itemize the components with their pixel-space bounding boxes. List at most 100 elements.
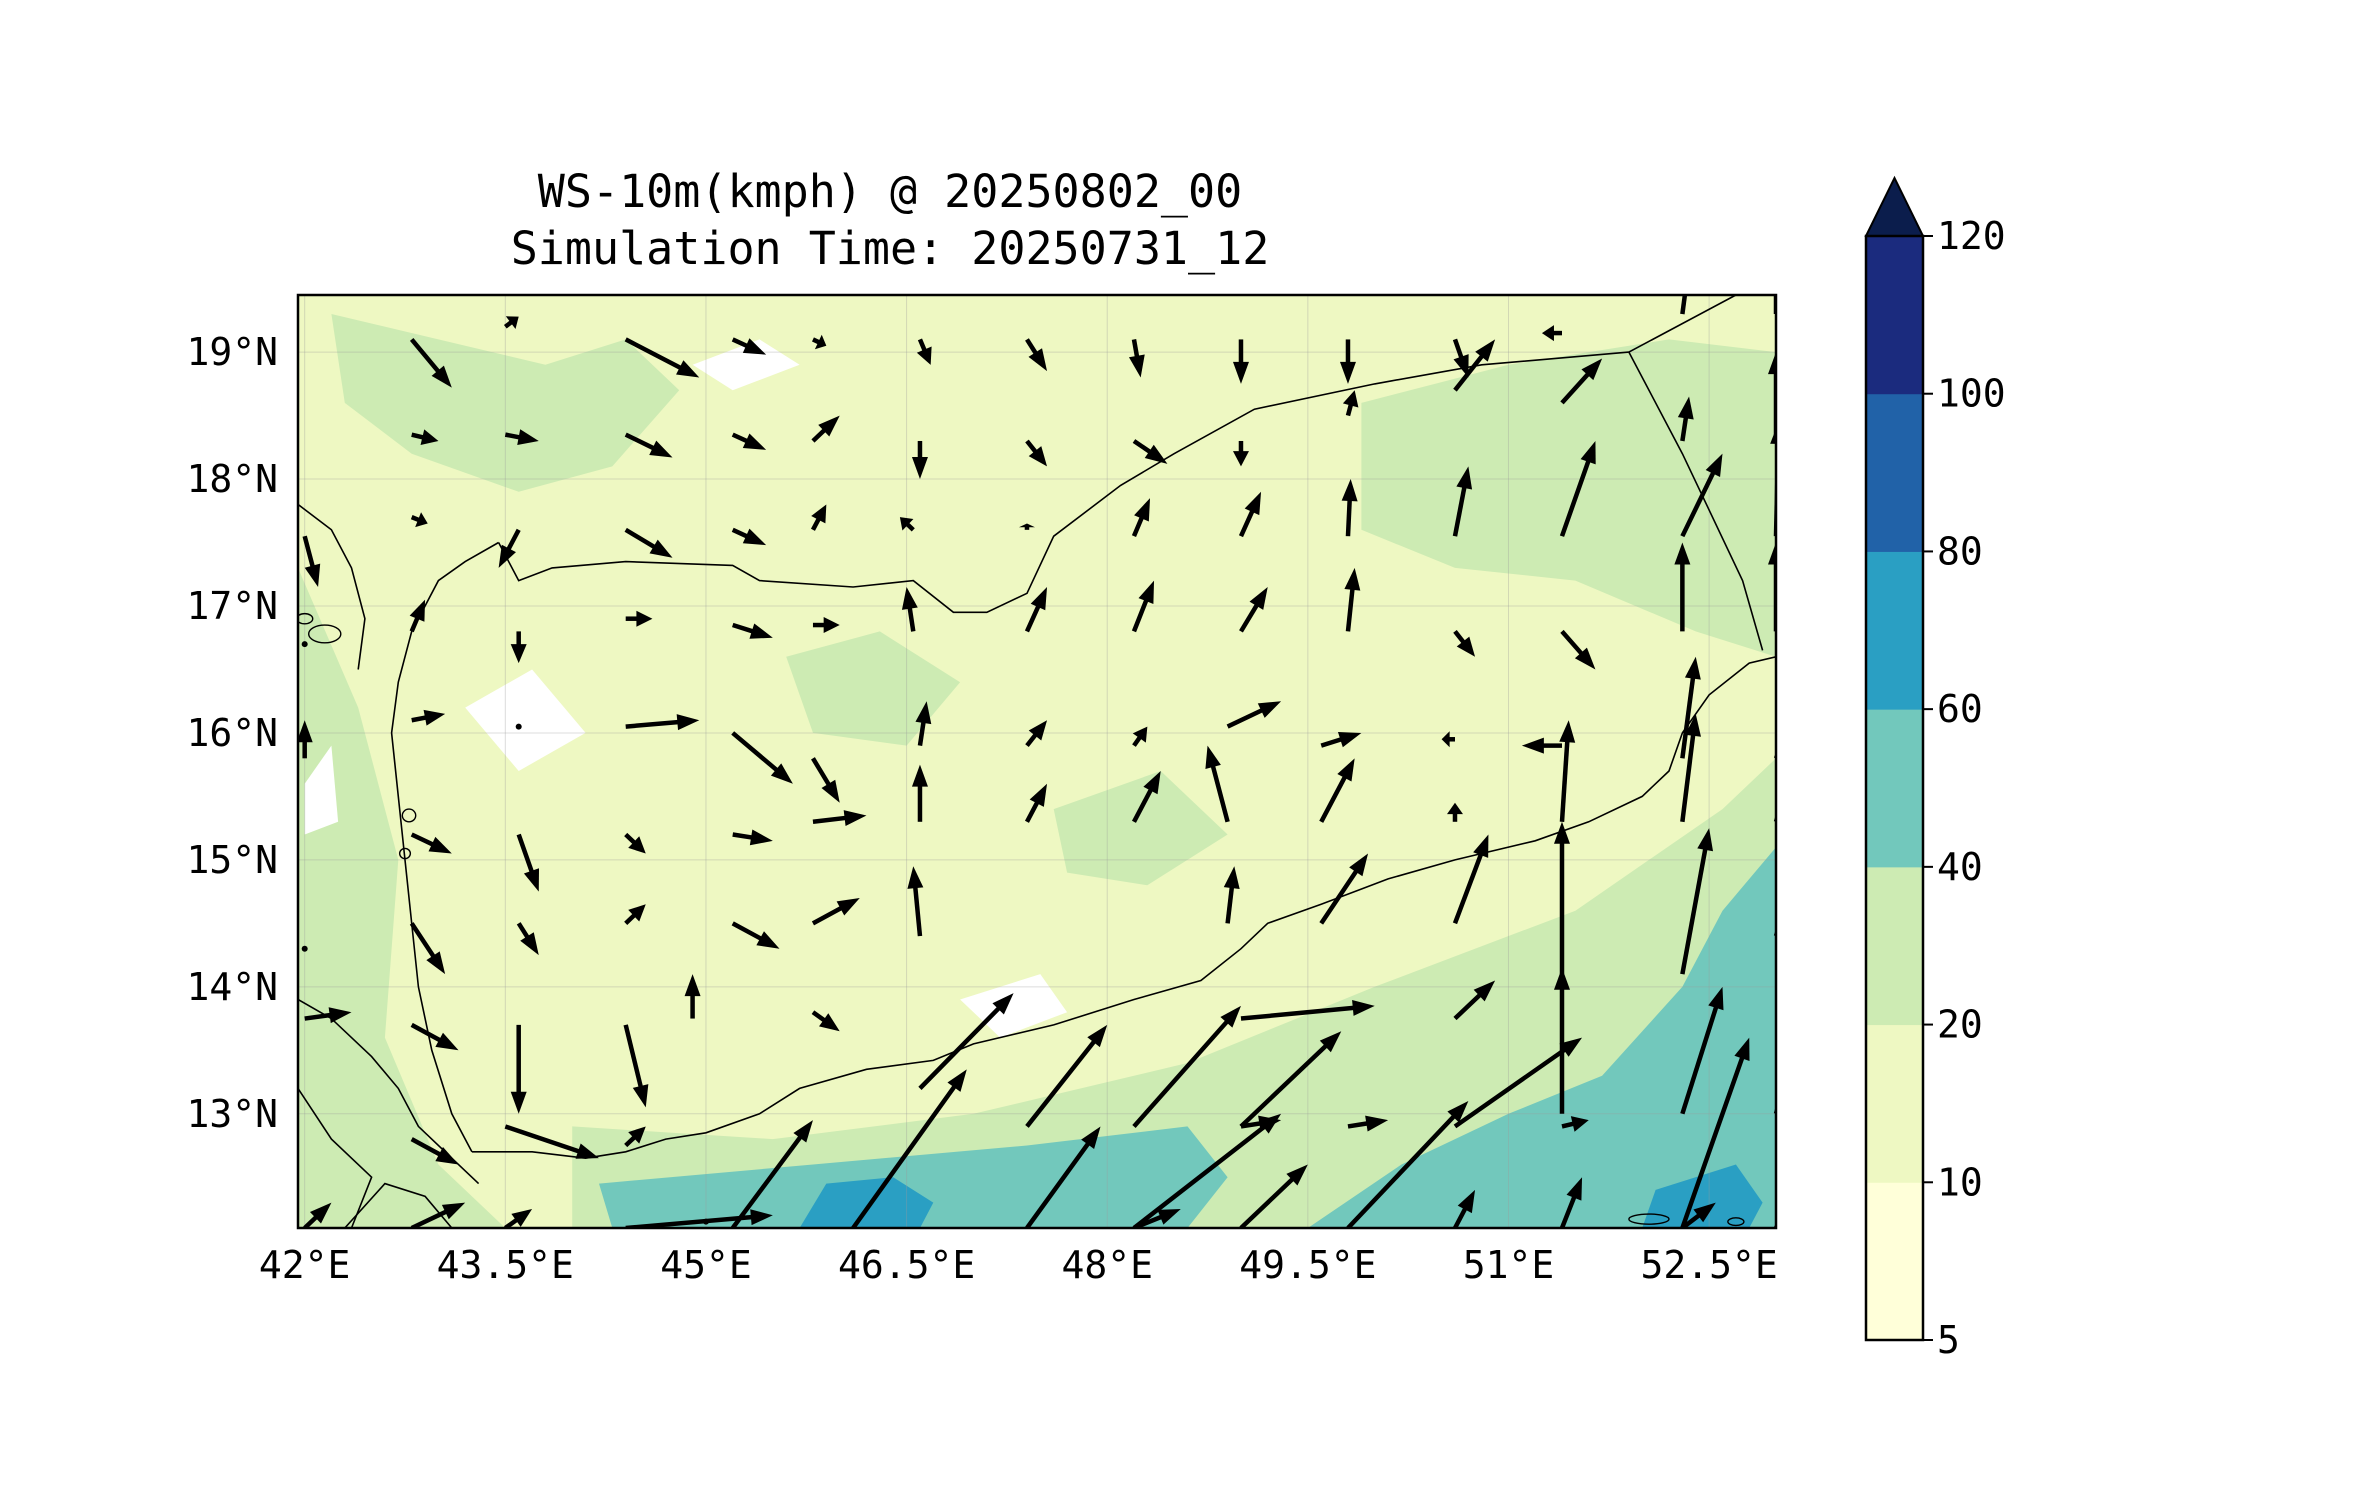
lon-tick-label: 52.5°E	[1640, 1243, 1777, 1287]
wind-arrow	[810, 504, 827, 531]
wind-arrow	[1680, 295, 1688, 315]
wind-arrow-head	[756, 931, 780, 949]
colorbar-segment	[1866, 866, 1923, 1026]
wind-arrow-shaft	[411, 432, 425, 440]
wind-arrow-head	[1028, 720, 1048, 741]
wind-arrow-head	[1768, 542, 1776, 565]
wind-arrow-head	[420, 429, 439, 445]
colorbar-tick-label: 10	[1937, 1160, 1983, 1204]
wind-arrow-head	[1447, 1101, 1469, 1123]
wind-arrow-head	[992, 993, 1014, 1015]
wind-arrow-shaft	[624, 1134, 637, 1148]
wind-arrow	[1452, 834, 1489, 925]
wind-arrow	[901, 586, 918, 632]
wind-arrow-head	[510, 1091, 527, 1114]
wind-arrow-head	[628, 1126, 646, 1144]
colorbar-segment	[1866, 709, 1923, 868]
wind-arrow-shaft	[1680, 415, 1689, 442]
wind-arrow-shaft	[1453, 353, 1485, 392]
africa-coast-west	[298, 503, 366, 670]
speed-region	[692, 339, 800, 391]
wind-arrow	[1560, 358, 1603, 405]
island	[398, 847, 412, 860]
wind-arrow-shaft	[624, 912, 637, 925]
wind-arrow	[732, 829, 773, 846]
wind-arrow	[1559, 1177, 1583, 1228]
colorbar-segment	[1866, 393, 1923, 552]
wind-arrow-head	[1257, 701, 1282, 718]
wind-arrow	[1223, 866, 1240, 924]
colorbar-tick-label: 20	[1937, 1003, 1983, 1047]
wind-arrow-head	[1566, 1177, 1583, 1201]
wind-arrow-head	[1708, 986, 1724, 1011]
wind-arrow	[1025, 1024, 1108, 1128]
wind-arrow-head	[1232, 361, 1249, 384]
wind-arrow-shaft	[1239, 1043, 1329, 1129]
wind-arrow	[625, 610, 653, 627]
wind-arrow	[915, 701, 932, 746]
wind-arrow-head	[1581, 358, 1603, 381]
wind-arrow	[1521, 737, 1562, 754]
wind-arrow	[1680, 1037, 1750, 1228]
colorbar-tick-label: 5	[1937, 1318, 1960, 1362]
wind-arrow	[1018, 523, 1035, 530]
wind-arrow-head	[1205, 745, 1221, 769]
longitude-ticks: 42°E 43.5°E 45°E 46.5°E 48°E 49.5°E 51°E 52.5°E	[259, 1243, 1778, 1287]
wind-arrow-shaft	[731, 921, 764, 942]
wind-arrow	[1680, 986, 1724, 1115]
wind-arrow	[1025, 1126, 1101, 1228]
wind-arrow-head	[1349, 853, 1369, 877]
wind-arrow	[301, 945, 308, 952]
wind-arrow-shaft	[1560, 629, 1584, 656]
wind-arrow	[1319, 853, 1369, 925]
wind-arrow	[625, 1209, 773, 1228]
wind-arrow-shaft	[1452, 852, 1484, 925]
wind-arrow	[811, 757, 840, 803]
wind-arrow-shaft	[732, 832, 754, 840]
wind-arrow-shaft	[410, 1209, 449, 1228]
wind-arrow-shaft	[625, 1214, 754, 1228]
wind-arrow-head	[1580, 440, 1596, 465]
wind-arrow-head	[1570, 1116, 1589, 1132]
wind-arrow-head	[428, 836, 452, 854]
wind-arrow	[811, 334, 827, 350]
wind-arrow-head	[911, 764, 928, 787]
wind-arrow-shaft	[811, 905, 844, 926]
wind-arrow-shaft	[1453, 629, 1467, 645]
wind-arrow	[410, 1022, 459, 1051]
wind-arrow-head	[1553, 967, 1570, 990]
yemen-oman-border	[1628, 351, 1764, 651]
wind-arrow-head	[1697, 828, 1714, 852]
wind-arrow-head	[628, 904, 646, 922]
wind-arrow-shaft	[812, 815, 847, 825]
wind-arrow	[1131, 580, 1155, 633]
wind-arrow	[1561, 1116, 1589, 1132]
island	[308, 624, 342, 644]
colorbar-segment	[1866, 236, 1923, 395]
wind-arrow-head	[1677, 396, 1694, 420]
wind-arrow-head	[814, 334, 827, 350]
djibouti-coast	[298, 1087, 373, 1228]
wind-arrow	[503, 316, 519, 330]
wind-arrow-shaft	[1226, 707, 1264, 729]
wind-arrow	[1346, 1101, 1469, 1228]
wind-arrow	[624, 337, 700, 378]
latitude-ticks: 19°N 18°N 17°N 16°N 15°N 14°N 13°N	[186, 330, 278, 1136]
wind-arrow-shaft	[409, 337, 441, 374]
wind-arrow	[811, 415, 840, 443]
wind-arrow	[1025, 720, 1048, 748]
wind-arrow-head	[742, 528, 767, 546]
wind-arrow	[1541, 325, 1562, 342]
speed-region	[799, 1177, 934, 1228]
wind-arrow-shaft	[409, 615, 420, 633]
wind-arrow	[899, 517, 915, 532]
wind-arrow	[1674, 542, 1691, 632]
colorbar-tick-label: 80	[1937, 529, 1983, 573]
wind-vectors	[298, 295, 1776, 1228]
wind-arrow-head	[749, 829, 773, 846]
wind-arrow-shaft	[505, 528, 521, 552]
wind-arrow	[1342, 390, 1359, 417]
wind-arrow-head	[1081, 1126, 1101, 1149]
wind-arrow	[1768, 542, 1776, 632]
